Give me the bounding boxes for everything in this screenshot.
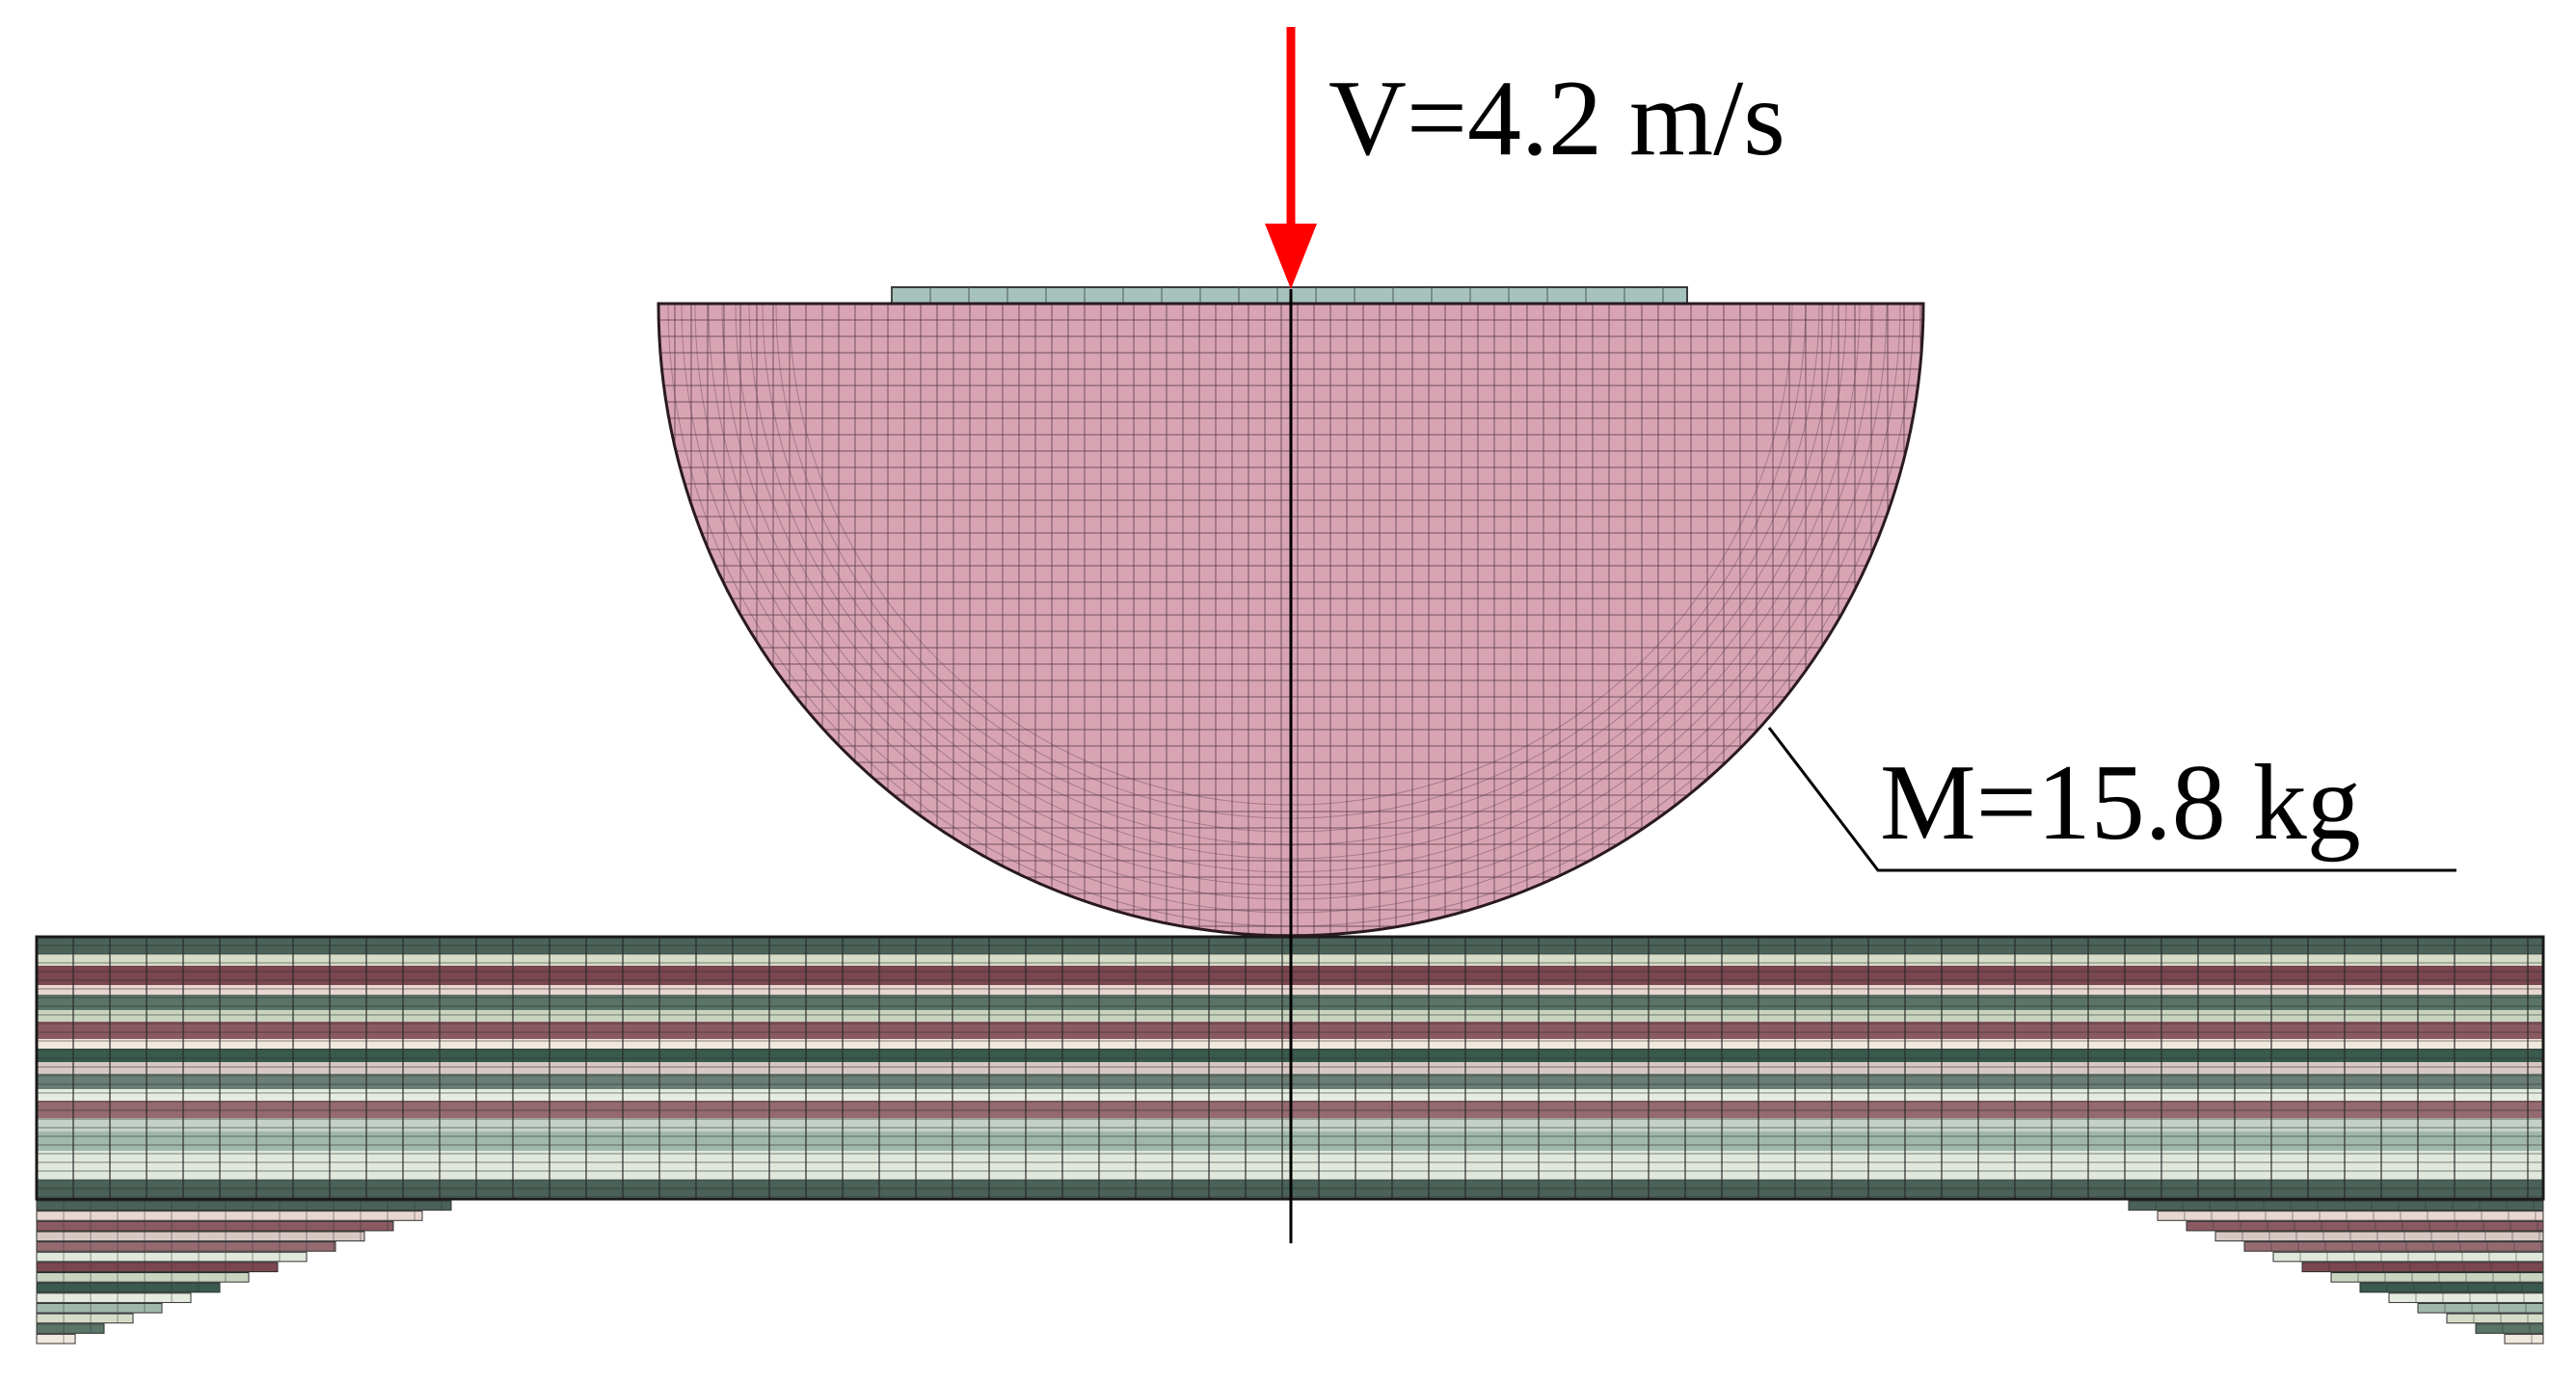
left-support (36, 1200, 452, 1345)
right-support (2128, 1200, 2544, 1345)
velocity-arrow (1265, 27, 1317, 289)
velocity-label: V=4.2 m/s (1328, 59, 1785, 178)
mass-label: M=15.8 kg (1880, 743, 2361, 863)
mass-leader-line (1767, 727, 2456, 872)
